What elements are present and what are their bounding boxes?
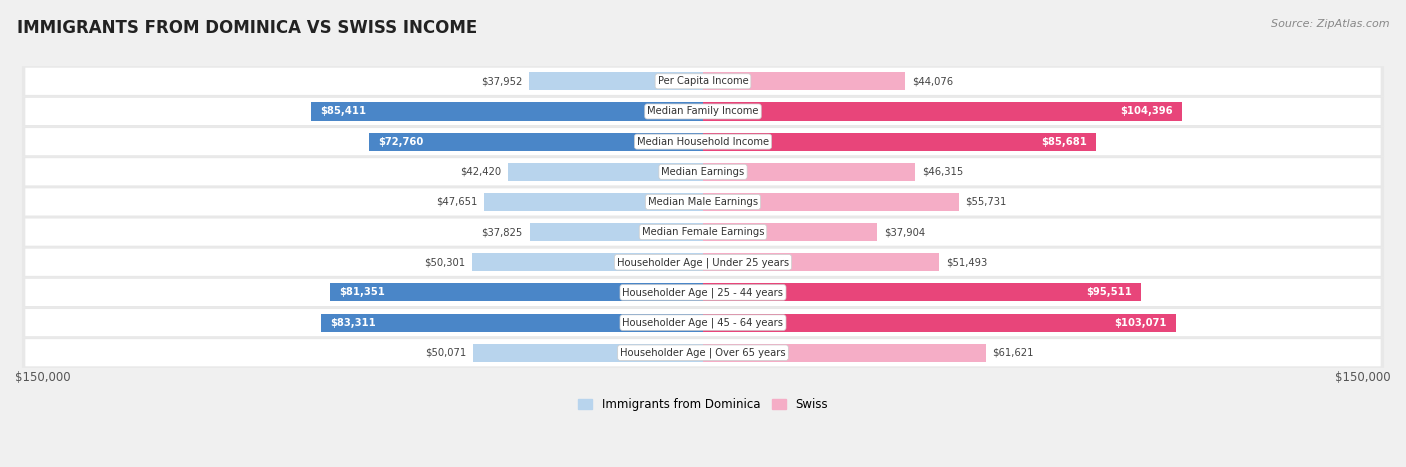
FancyBboxPatch shape [22,277,1384,307]
Bar [703,253,939,271]
Text: $37,825: $37,825 [481,227,523,237]
Bar [509,163,703,181]
Text: Median Earnings: Median Earnings [661,167,745,177]
Text: $83,311: $83,311 [330,318,375,327]
Bar [370,133,703,151]
FancyBboxPatch shape [25,339,1381,366]
Text: Median Family Income: Median Family Income [647,106,759,116]
Text: $37,952: $37,952 [481,76,522,86]
Text: $85,411: $85,411 [321,106,367,116]
Bar [472,253,703,271]
Text: $104,396: $104,396 [1121,106,1173,116]
FancyBboxPatch shape [22,187,1384,217]
Text: Per Capita Income: Per Capita Income [658,76,748,86]
Text: $150,000: $150,000 [1336,371,1391,384]
FancyBboxPatch shape [25,98,1381,125]
Text: Median Female Earnings: Median Female Earnings [641,227,765,237]
FancyBboxPatch shape [25,219,1381,246]
FancyBboxPatch shape [25,279,1381,306]
FancyBboxPatch shape [22,127,1384,157]
Text: $37,904: $37,904 [884,227,925,237]
FancyBboxPatch shape [25,68,1381,95]
Bar [703,193,959,211]
Bar [529,72,703,90]
Bar [485,193,703,211]
Bar [703,223,877,241]
Text: Householder Age | 25 - 44 years: Householder Age | 25 - 44 years [623,287,783,297]
Text: $72,760: $72,760 [378,137,423,147]
Bar [703,133,1097,151]
Bar [311,102,703,120]
Text: $46,315: $46,315 [922,167,963,177]
FancyBboxPatch shape [22,247,1384,277]
Bar [530,223,703,241]
Bar [703,313,1175,332]
Text: $85,681: $85,681 [1040,137,1087,147]
Bar [474,344,703,362]
FancyBboxPatch shape [25,249,1381,276]
Legend: Immigrants from Dominica, Swiss: Immigrants from Dominica, Swiss [574,394,832,416]
Bar [703,344,986,362]
Text: Householder Age | Over 65 years: Householder Age | Over 65 years [620,347,786,358]
FancyBboxPatch shape [25,128,1381,155]
Text: $50,071: $50,071 [425,348,467,358]
Text: Median Household Income: Median Household Income [637,137,769,147]
FancyBboxPatch shape [25,309,1381,336]
Text: $95,511: $95,511 [1085,287,1132,297]
Bar [703,163,915,181]
Text: Median Male Earnings: Median Male Earnings [648,197,758,207]
Bar [321,313,703,332]
FancyBboxPatch shape [22,96,1384,127]
FancyBboxPatch shape [22,66,1384,96]
Text: Householder Age | Under 25 years: Householder Age | Under 25 years [617,257,789,268]
FancyBboxPatch shape [22,157,1384,187]
Text: $47,651: $47,651 [436,197,478,207]
FancyBboxPatch shape [22,307,1384,338]
Text: $50,301: $50,301 [425,257,465,267]
Text: $150,000: $150,000 [15,371,70,384]
Text: $81,351: $81,351 [339,287,385,297]
Bar [703,72,905,90]
Text: $61,621: $61,621 [993,348,1033,358]
Text: $42,420: $42,420 [460,167,502,177]
FancyBboxPatch shape [25,188,1381,215]
FancyBboxPatch shape [22,338,1384,368]
FancyBboxPatch shape [22,217,1384,247]
FancyBboxPatch shape [25,158,1381,185]
Text: IMMIGRANTS FROM DOMINICA VS SWISS INCOME: IMMIGRANTS FROM DOMINICA VS SWISS INCOME [17,19,477,37]
Text: Source: ZipAtlas.com: Source: ZipAtlas.com [1271,19,1389,28]
Text: Householder Age | 45 - 64 years: Householder Age | 45 - 64 years [623,318,783,328]
Text: $51,493: $51,493 [946,257,987,267]
Text: $44,076: $44,076 [912,76,953,86]
Bar [703,283,1142,302]
Text: $55,731: $55,731 [966,197,1007,207]
Bar [330,283,703,302]
Text: $103,071: $103,071 [1114,318,1167,327]
Bar [703,102,1182,120]
